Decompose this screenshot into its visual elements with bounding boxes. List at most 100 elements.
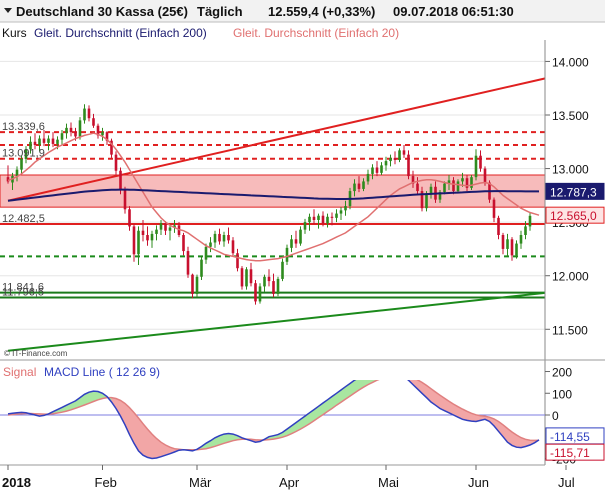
candle-body [407, 154, 410, 177]
macd-fill-segment [309, 409, 314, 424]
candle-body [452, 180, 455, 192]
candle-body [366, 173, 370, 182]
candle-body [42, 138, 46, 143]
candle-body [263, 276, 266, 287]
level-label: 13.091,9 [2, 148, 45, 160]
macd-fill-segment [161, 442, 166, 457]
candle-body [447, 180, 451, 184]
macd-fill-segment [318, 403, 323, 418]
y-tick-label: 100 [552, 387, 572, 401]
candle-body [353, 183, 356, 192]
candle-body [240, 268, 244, 287]
candle-body [501, 235, 505, 249]
macd-fill-segment [413, 380, 418, 389]
candle-body [456, 181, 460, 192]
macd-fill-segment [462, 409, 467, 421]
x-tick-label: Feb [95, 475, 117, 490]
candle-body [335, 213, 338, 218]
sma200-tag-box [545, 182, 605, 200]
macd-fill-segment [305, 412, 310, 427]
price-axis: 11.50012.00012.50013.00013.50014.00012.7… [544, 40, 605, 465]
candle-body [483, 168, 487, 183]
trendlines [7, 77, 545, 352]
candle-body [123, 190, 127, 210]
candle-body [267, 276, 271, 282]
macd-fill-segment [400, 374, 405, 377]
macd-fill-segment [282, 429, 287, 438]
candle-body [204, 246, 208, 260]
candle-body [344, 206, 347, 211]
macd-fill-segment [435, 391, 440, 409]
macd-fill-segment [134, 412, 139, 451]
candle-body [96, 125, 100, 136]
candle-body [254, 283, 257, 302]
candle-body [105, 132, 109, 141]
candle-body [47, 138, 50, 143]
macd-fill-segment [391, 371, 396, 376]
macd-fill-segment [377, 380, 378, 381]
level-label: 13.339,6 [2, 121, 45, 133]
candle-body [357, 183, 361, 189]
macd-fill-segment [129, 407, 134, 444]
y-tick-label: 0 [552, 409, 559, 423]
main-grid [0, 60, 545, 330]
candle-body [384, 161, 388, 166]
candle-body [398, 150, 401, 160]
signal-value-tag-box [545, 443, 605, 461]
macd-fill-segment [516, 435, 521, 448]
chevron-down-icon[interactable] [4, 8, 12, 13]
macd-value-tag: -114,55 [550, 430, 590, 444]
candle-body [155, 229, 158, 234]
macd-fill-segment [431, 388, 436, 406]
candle-body [510, 239, 514, 256]
candle-body [173, 225, 176, 228]
candle-body [299, 229, 302, 244]
candle-body [492, 199, 496, 218]
candle-body [371, 167, 374, 174]
candle-body [420, 191, 424, 209]
instrument-name: Deutschland 30 Kassa (25€) [16, 4, 188, 19]
x-tick-label: Mär [189, 475, 212, 490]
macd-fill-segment [228, 433, 233, 442]
candle-body [303, 222, 307, 230]
candle-body [443, 183, 446, 193]
candle-body [83, 108, 86, 121]
candle-body [281, 261, 284, 279]
candle-body [524, 226, 527, 235]
legend-signal: Signal [3, 365, 36, 379]
macd-fill-segment [165, 445, 170, 456]
candle-body [294, 239, 298, 244]
candle-body [182, 235, 185, 252]
macd-fill-segment [215, 435, 220, 447]
candle-body [402, 150, 406, 155]
macd-fill-segment [143, 423, 148, 458]
macd-fill-segment [350, 380, 355, 397]
candle-body [213, 233, 217, 243]
time-axis: 2018 Feb Mär Apr Mai Jun Jul [2, 465, 575, 490]
macd-legend: Signal MACD Line ( 12 26 9) [3, 365, 160, 379]
level-lines [0, 131, 545, 299]
candle-body [191, 274, 194, 294]
level-label: 11.841,6 [2, 282, 44, 294]
watermark: © IT-Finance.com [4, 349, 68, 358]
trendline [7, 77, 545, 202]
sma20-line [7, 132, 540, 262]
candle-body [87, 108, 91, 119]
macd-fill-segment [444, 398, 449, 413]
y-tick-label: 200 [552, 366, 572, 380]
current-price-tag: 12.565,0 [550, 209, 597, 223]
candle-body [60, 133, 64, 140]
level-labels: 13.339,6 13.091,9 12.482,5 11.841,611.796,5 [2, 121, 45, 298]
y-tick-label: 11.500 [552, 323, 588, 337]
y-tick-label: 13.000 [552, 163, 589, 177]
candle-body [218, 233, 221, 242]
candle-body [375, 167, 379, 173]
macd-fill [8, 371, 539, 459]
candle-body [200, 259, 203, 277]
candle-body [465, 178, 469, 188]
x-tick-label: Jul [558, 475, 575, 490]
candle-body [416, 183, 419, 192]
candle-body [186, 251, 190, 275]
macd-fill-segment [476, 414, 481, 422]
